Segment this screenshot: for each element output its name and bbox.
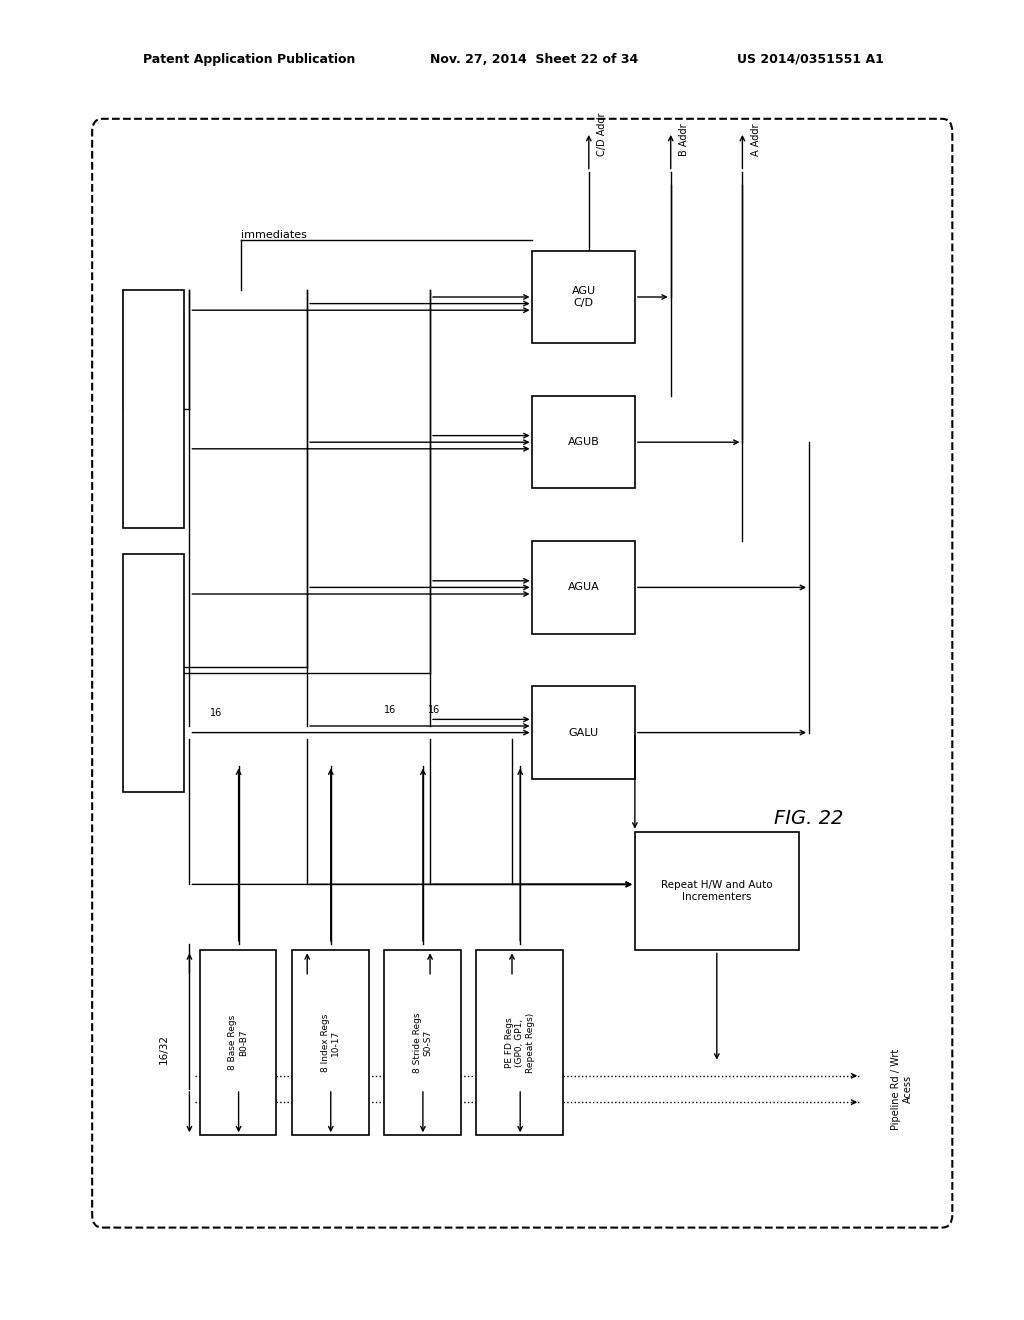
Text: 8 Base Regs
B0-B7: 8 Base Regs B0-B7 xyxy=(228,1015,248,1071)
Text: GALU: GALU xyxy=(568,727,599,738)
Text: 8 Stride Regs
S0-S7: 8 Stride Regs S0-S7 xyxy=(413,1012,432,1073)
FancyBboxPatch shape xyxy=(532,251,635,343)
Text: PE FD Regs
(GP0, GP1,
Repeat Regs): PE FD Regs (GP0, GP1, Repeat Regs) xyxy=(505,1012,535,1073)
FancyBboxPatch shape xyxy=(123,290,184,528)
Text: US 2014/0351551 A1: US 2014/0351551 A1 xyxy=(737,53,884,66)
Text: Patent Application Publication: Patent Application Publication xyxy=(143,53,355,66)
Text: Repeat H/W and Auto
Incrementers: Repeat H/W and Auto Incrementers xyxy=(660,880,773,902)
FancyBboxPatch shape xyxy=(123,554,184,792)
Text: B Addr: B Addr xyxy=(679,123,689,156)
Text: Pipeline Rd / Wrt
Acess: Pipeline Rd / Wrt Acess xyxy=(891,1048,912,1130)
Text: Nov. 27, 2014  Sheet 22 of 34: Nov. 27, 2014 Sheet 22 of 34 xyxy=(430,53,638,66)
FancyBboxPatch shape xyxy=(384,950,461,1135)
Text: A Addr: A Addr xyxy=(751,123,761,156)
Text: immediates: immediates xyxy=(241,230,306,240)
Text: AGU
C/D: AGU C/D xyxy=(571,286,596,308)
FancyBboxPatch shape xyxy=(476,950,563,1135)
FancyBboxPatch shape xyxy=(292,950,369,1135)
FancyBboxPatch shape xyxy=(635,832,799,950)
FancyBboxPatch shape xyxy=(532,686,635,779)
Text: 8 Index Regs
10-17: 8 Index Regs 10-17 xyxy=(321,1014,340,1072)
Text: C/D Addr: C/D Addr xyxy=(597,112,607,156)
FancyBboxPatch shape xyxy=(532,396,635,488)
FancyBboxPatch shape xyxy=(532,541,635,634)
FancyBboxPatch shape xyxy=(200,950,276,1135)
Text: 16: 16 xyxy=(384,705,396,715)
Text: 16: 16 xyxy=(210,708,222,718)
Text: 16: 16 xyxy=(428,705,440,715)
Text: FIG. 22: FIG. 22 xyxy=(774,809,844,828)
Text: AGUB: AGUB xyxy=(567,437,600,447)
Text: 16/32: 16/32 xyxy=(159,1035,169,1064)
Text: AGUA: AGUA xyxy=(567,582,600,593)
